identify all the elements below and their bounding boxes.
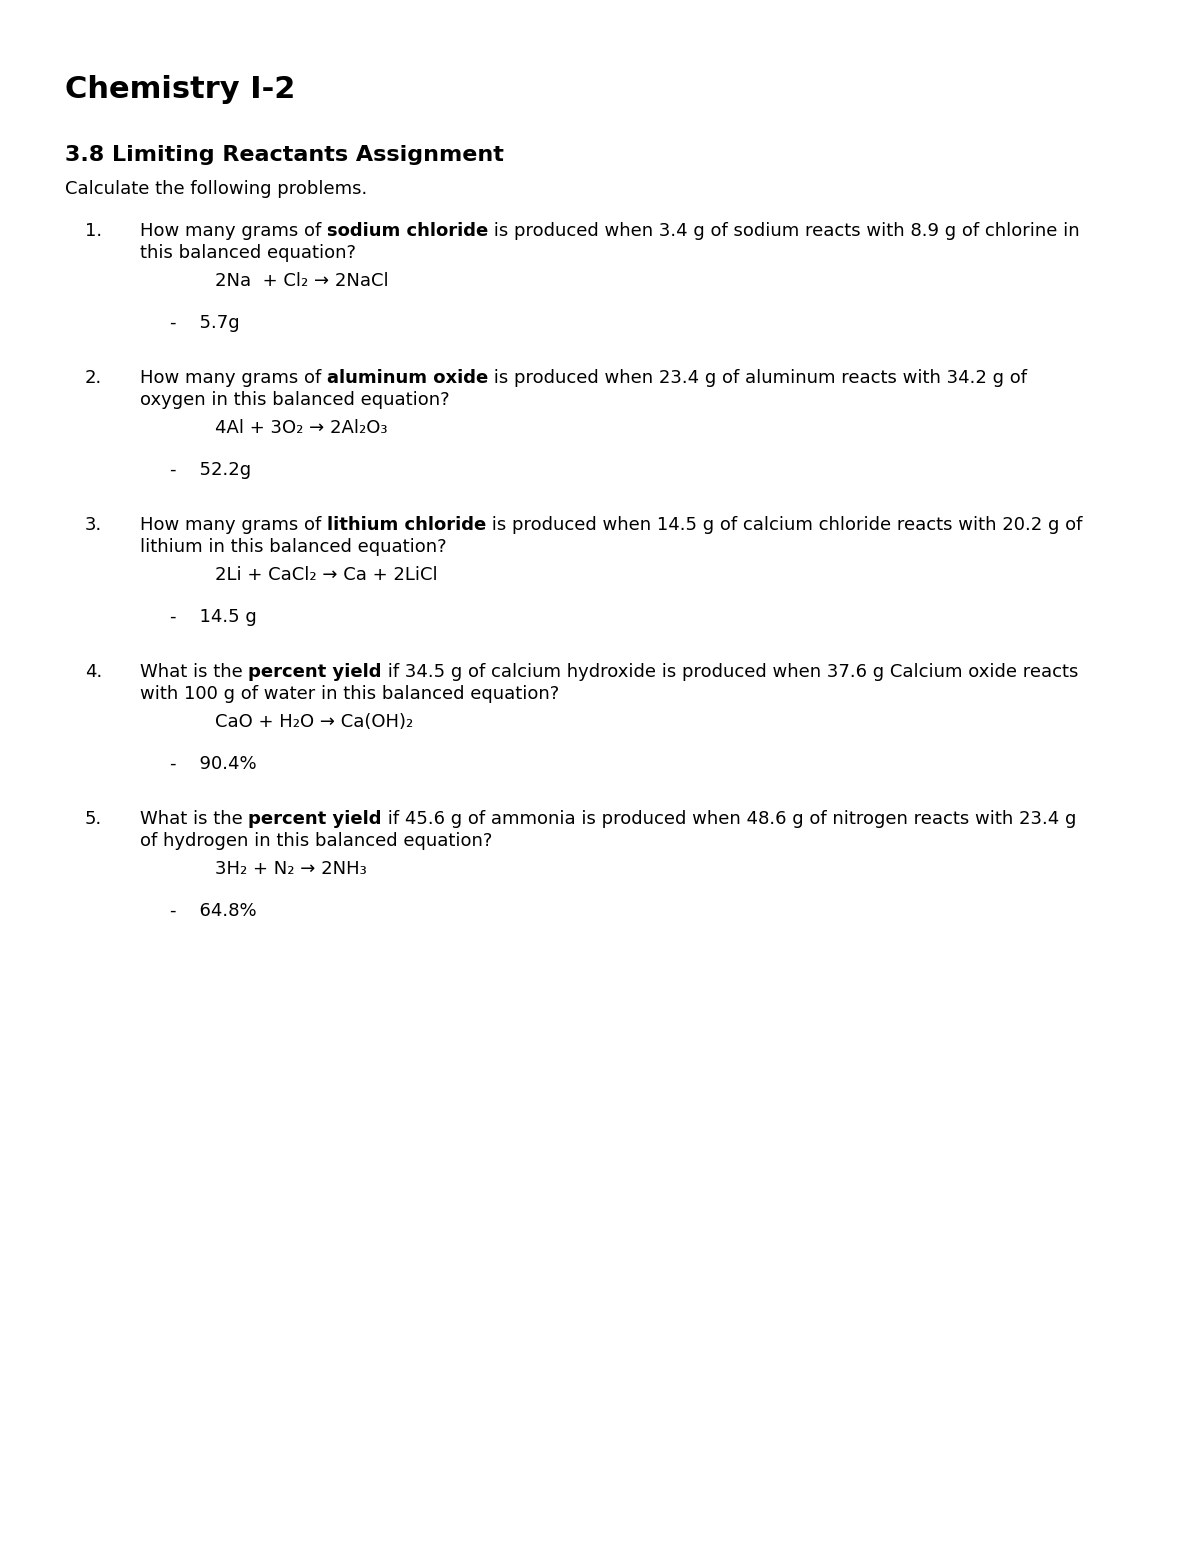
Text: 3H₂ + N₂ → 2NH₃: 3H₂ + N₂ → 2NH₃ [215,860,367,877]
Text: 5.: 5. [85,811,102,828]
Text: Chemistry I-2: Chemistry I-2 [65,75,295,104]
Text: is produced when 3.4 g of sodium reacts with 8.9 g of chlorine in: is produced when 3.4 g of sodium reacts … [488,222,1080,241]
Text: of hydrogen in this balanced equation?: of hydrogen in this balanced equation? [140,832,492,849]
Text: -    64.8%: - 64.8% [170,902,257,919]
Text: How many grams of: How many grams of [140,370,326,387]
Text: -    14.5 g: - 14.5 g [170,609,257,626]
Text: percent yield: percent yield [248,663,382,682]
Text: if 45.6 g of ammonia is produced when 48.6 g of nitrogen reacts with 23.4 g: if 45.6 g of ammonia is produced when 48… [382,811,1076,828]
Text: is produced when 23.4 g of aluminum reacts with 34.2 g of: is produced when 23.4 g of aluminum reac… [488,370,1027,387]
Text: CaO + H₂O → Ca(OH)₂: CaO + H₂O → Ca(OH)₂ [215,713,413,731]
Text: What is the: What is the [140,663,248,682]
Text: oxygen in this balanced equation?: oxygen in this balanced equation? [140,391,450,408]
Text: -    90.4%: - 90.4% [170,755,257,773]
Text: 3.: 3. [85,516,102,534]
Text: this balanced equation?: this balanced equation? [140,244,356,262]
Text: 4Al + 3O₂ → 2Al₂O₃: 4Al + 3O₂ → 2Al₂O₃ [215,419,388,436]
Text: -    5.7g: - 5.7g [170,314,240,332]
Text: Calculate the following problems.: Calculate the following problems. [65,180,367,197]
Text: sodium chloride: sodium chloride [326,222,488,241]
Text: 1.: 1. [85,222,102,241]
Text: 2.: 2. [85,370,102,387]
Text: lithium in this balanced equation?: lithium in this balanced equation? [140,537,446,556]
Text: lithium chloride: lithium chloride [326,516,486,534]
Text: 4.: 4. [85,663,102,682]
Text: What is the: What is the [140,811,248,828]
Text: percent yield: percent yield [248,811,382,828]
Text: How many grams of: How many grams of [140,222,326,241]
Text: How many grams of: How many grams of [140,516,326,534]
Text: 2Na  + Cl₂ → 2NaCl: 2Na + Cl₂ → 2NaCl [215,272,389,290]
Text: if 34.5 g of calcium hydroxide is produced when 37.6 g Calcium oxide reacts: if 34.5 g of calcium hydroxide is produc… [382,663,1079,682]
Text: 3.8 Limiting Reactants Assignment: 3.8 Limiting Reactants Assignment [65,144,504,165]
Text: is produced when 14.5 g of calcium chloride reacts with 20.2 g of: is produced when 14.5 g of calcium chlor… [486,516,1082,534]
Text: with 100 g of water in this balanced equation?: with 100 g of water in this balanced equ… [140,685,559,704]
Text: aluminum oxide: aluminum oxide [326,370,488,387]
Text: 2Li + CaCl₂ → Ca + 2LiCl: 2Li + CaCl₂ → Ca + 2LiCl [215,565,438,584]
Text: -    52.2g: - 52.2g [170,461,251,478]
